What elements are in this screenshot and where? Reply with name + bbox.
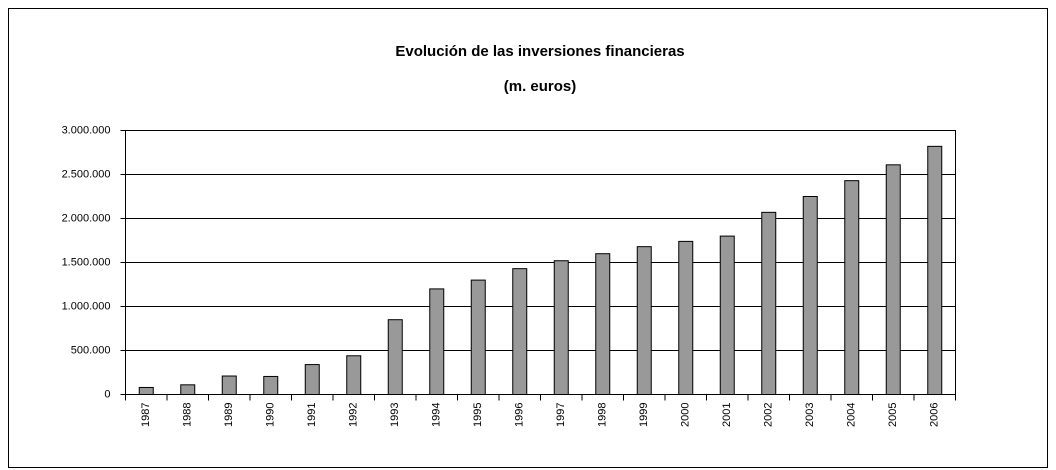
x-tick-label: 1996 xyxy=(514,403,526,427)
x-tick-label: 1997 xyxy=(555,403,567,427)
y-tick-label: 1.000.000 xyxy=(62,300,111,312)
x-tick-label: 1989 xyxy=(223,403,235,427)
y-tick-label: 1.500.000 xyxy=(62,256,111,268)
bar xyxy=(470,279,486,396)
bar xyxy=(802,196,818,395)
bar xyxy=(138,386,154,395)
y-tick-label: 3.000.000 xyxy=(62,124,111,136)
x-tick-label: 1992 xyxy=(348,403,360,427)
bar xyxy=(595,253,611,395)
x-tick-label: 1994 xyxy=(431,403,443,427)
x-tick-label: 2000 xyxy=(680,403,692,427)
x-tick-label: 1988 xyxy=(182,403,194,427)
chart-title: Evolución de las inversiones financieras xyxy=(395,43,684,60)
y-tick-label: 0 xyxy=(104,388,110,400)
bar xyxy=(429,288,445,395)
bar xyxy=(387,319,403,396)
bar xyxy=(885,164,901,395)
y-tick-label: 2.000.000 xyxy=(62,212,111,224)
bar xyxy=(636,246,652,395)
bar xyxy=(761,211,777,395)
bar xyxy=(180,384,196,396)
x-tick-label: 2003 xyxy=(804,403,816,427)
x-tick-label: 1995 xyxy=(472,403,484,427)
bar xyxy=(844,180,860,395)
bar xyxy=(346,355,362,395)
bar xyxy=(678,240,694,395)
x-tick-label: 2005 xyxy=(887,403,899,427)
x-tick-label: 2004 xyxy=(846,403,858,427)
x-tick-label: 1990 xyxy=(265,403,277,427)
x-tick-label: 1991 xyxy=(306,403,318,427)
chart-subtitle: (m. euros) xyxy=(504,78,577,95)
x-tick-label: 1993 xyxy=(389,403,401,427)
bar xyxy=(553,260,569,395)
x-tick-label: 1987 xyxy=(140,403,152,427)
y-tick-label: 2.500.000 xyxy=(62,168,111,180)
x-tick-label: 2001 xyxy=(721,403,733,427)
bar xyxy=(927,145,943,395)
x-tick-label: 1998 xyxy=(597,403,609,427)
bar xyxy=(719,235,735,395)
bar xyxy=(263,375,279,395)
x-tick-label: 2006 xyxy=(929,403,941,427)
x-tick-label: 2002 xyxy=(763,403,775,427)
bar xyxy=(512,268,528,395)
x-tick-label: 1999 xyxy=(638,403,650,427)
y-tick-label: 500.000 xyxy=(71,344,111,356)
bar xyxy=(221,375,237,395)
bar xyxy=(304,364,320,395)
